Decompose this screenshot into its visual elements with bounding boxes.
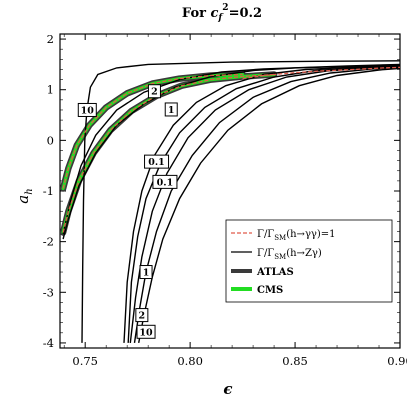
legend-label-atlas: ATLAS xyxy=(256,267,294,278)
x-axis-label: ϵ xyxy=(223,380,232,398)
x-tick-label: 0.85 xyxy=(282,354,308,368)
y-tick-label: -1 xyxy=(43,184,54,198)
contour-label-text: 10 xyxy=(81,105,95,116)
y-tick-label: 0 xyxy=(47,133,54,147)
contour-label: 0.1 xyxy=(152,174,178,189)
contour-label-text: 0.1 xyxy=(157,177,174,188)
x-tick-label: 0.75 xyxy=(72,354,98,368)
gamma-gamma-curves xyxy=(62,66,400,233)
chart-title-var: c xyxy=(211,6,219,21)
contour-line xyxy=(123,65,400,343)
x-tick-label: 0.90 xyxy=(387,354,407,368)
contour-label-box xyxy=(152,174,178,189)
contour-label-box xyxy=(139,265,153,280)
x-tick-label: 0.80 xyxy=(177,354,203,368)
contour-label-box xyxy=(135,308,149,323)
contour-label: 1 xyxy=(164,102,178,117)
contour-label-text: 2 xyxy=(139,311,146,322)
gamma-gamma-line xyxy=(62,73,275,233)
contour-label-box xyxy=(164,102,178,117)
contour-label: 10 xyxy=(136,324,156,339)
contour-line xyxy=(81,60,400,343)
y-tick-label: 1 xyxy=(47,83,54,97)
legend-box xyxy=(225,219,393,303)
chart-title: For cf2=0.2 xyxy=(182,3,262,23)
contour-label-text: 10 xyxy=(139,327,153,338)
contour-label-text: 2 xyxy=(151,87,158,98)
y-axis-label-base: a xyxy=(14,195,32,204)
contour-line xyxy=(62,63,400,235)
contour-label: 2 xyxy=(147,84,161,99)
contour-label: 10 xyxy=(77,102,97,117)
y-axis-label: ah xyxy=(14,188,35,203)
gamma-gamma-line xyxy=(62,73,243,189)
contour-label: 1 xyxy=(139,265,153,280)
y-tick-label: -4 xyxy=(43,336,54,350)
chart-title-prefix: For xyxy=(182,6,211,21)
legend: Γ/ΓSM(h→γγ)=1 Γ/ΓSM(h→Zγ) ATLAS CMS xyxy=(225,219,393,303)
contour-label-text: 0.1 xyxy=(148,157,165,168)
legend-label-z-gamma: Γ/ΓSM(h→Zγ) xyxy=(257,248,322,261)
contour-label-box xyxy=(144,154,170,169)
chart-title-suffix: =0.2 xyxy=(229,6,263,21)
contour-line xyxy=(138,67,400,344)
y-tick-label: -2 xyxy=(43,235,54,249)
contour-line xyxy=(127,65,400,343)
contour-label-box xyxy=(77,102,97,117)
chart-title-sub: f xyxy=(217,13,224,23)
y-tick-label: 2 xyxy=(47,32,54,46)
contour-label-text: 1 xyxy=(168,105,175,116)
y-axis-label-sub: h xyxy=(24,188,35,194)
legend-label-gamma-gamma: Γ/ΓSM(h→γγ)=1 xyxy=(257,229,336,242)
gamma-gamma-line xyxy=(242,66,400,80)
contour-label: 0.1 xyxy=(144,154,170,169)
contour-label-box xyxy=(147,84,161,99)
contour-label-text: 1 xyxy=(143,268,150,279)
contour-label: 2 xyxy=(135,308,149,323)
y-tick-label: -3 xyxy=(43,285,54,299)
legend-label-cms: CMS xyxy=(257,285,283,296)
contour-label-box xyxy=(136,324,156,339)
chart-title-sup: 2 xyxy=(222,3,228,13)
